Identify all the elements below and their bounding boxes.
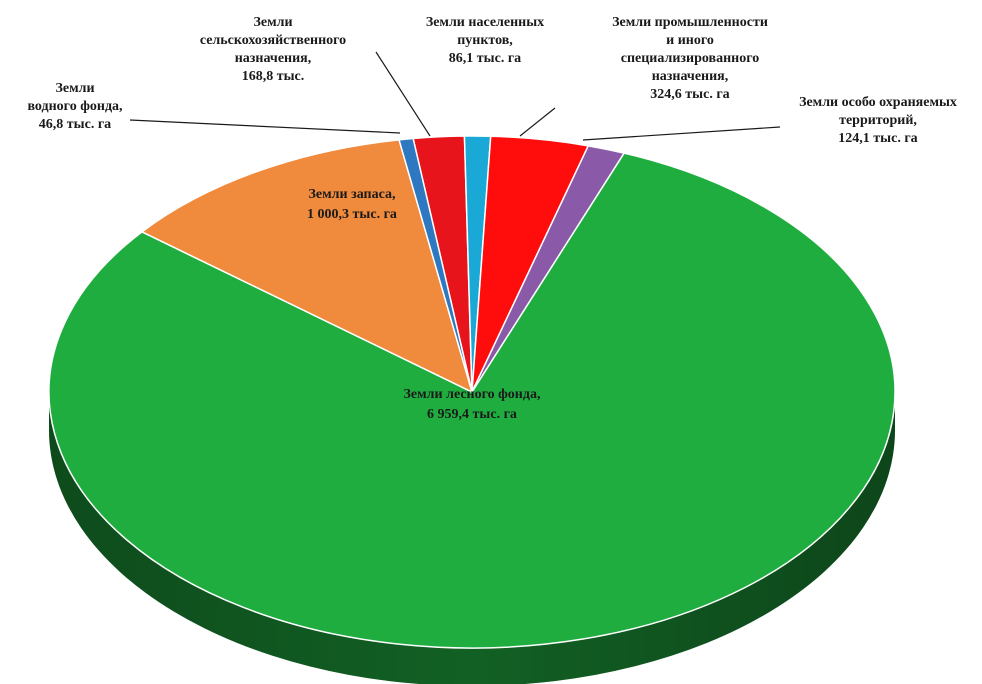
slice-label-2-line-1: и иного	[666, 33, 714, 48]
slice-label-5-line-1: 1 000,3 тыс. га	[307, 207, 397, 222]
slice-label-0-line-2: назначения,	[235, 51, 312, 66]
slice-label-0-line-0: Земли	[253, 15, 292, 30]
slice-label-2-line-4: 324,6 тыс. га	[650, 87, 729, 102]
slice-label-1-line-1: пунктов,	[457, 33, 513, 48]
slice-label-2-line-3: назначения,	[652, 69, 729, 84]
slice-label-3-line-2: 124,1 тыс. га	[838, 131, 917, 146]
slice-label-5-line-0: Земли запаса,	[309, 187, 396, 202]
leader-lines	[129, 51, 781, 141]
slice-label-0-line-1: сельскохозяйственного	[200, 33, 346, 48]
slice-label-4-line-1: 6 959,4 тыс. га	[427, 407, 517, 422]
slice-label-6-line-2: 46,8 тыс. га	[39, 117, 111, 132]
slice-label-0-line-3: 168,8 тыс.	[242, 69, 305, 84]
slice-label-3-line-1: территорий,	[839, 113, 917, 128]
slice-label-1-line-0: Земли населенных	[426, 15, 544, 30]
leader-line-3	[582, 126, 781, 141]
pie-slice-6	[398, 137, 473, 393]
slice-label-5: Земли запаса, 1 000,3 тыс. га	[307, 187, 397, 222]
leader-line-6	[129, 119, 401, 134]
slice-label-1-line-2: 86,1 тыс. га	[449, 51, 521, 66]
slice-label-6-line-1: водного фонда,	[27, 99, 122, 114]
slice-label-1: Земли населенных пунктов, 86,1 тыс. га	[426, 15, 544, 66]
slice-label-6-line-0: Земли	[55, 81, 94, 96]
slice-label-3: Земли особо охраняемых территорий, 124,1 т…	[799, 95, 957, 146]
leader-line-0	[375, 51, 431, 137]
slice-label-4: Земли лесного фонда, 6 959,4 тыс. га	[404, 387, 541, 422]
pie-slice-5	[140, 139, 474, 394]
slice-label-2-line-2: специализированного	[621, 51, 760, 66]
slice-label-2: Земли промышленности и иного специализиров…	[612, 15, 768, 102]
slice-label-3-line-0: Земли особо охраняемых	[799, 95, 957, 110]
leader-line-2	[519, 107, 556, 137]
slice-labels: Земли сельскохозяйственного назначения, 168…	[27, 15, 956, 422]
pie-slice-4	[48, 152, 896, 649]
slice-label-4-line-0: Земли лесного фонда,	[404, 387, 541, 402]
slice-label-2-line-0: Земли промышленности	[612, 15, 768, 30]
slice-label-6: Земли водного фонда, 46,8 тыс. га	[27, 81, 122, 132]
pie-slices	[48, 135, 896, 649]
slice-label-0: Земли сельскохозяйственного назначения, 168…	[200, 15, 346, 84]
